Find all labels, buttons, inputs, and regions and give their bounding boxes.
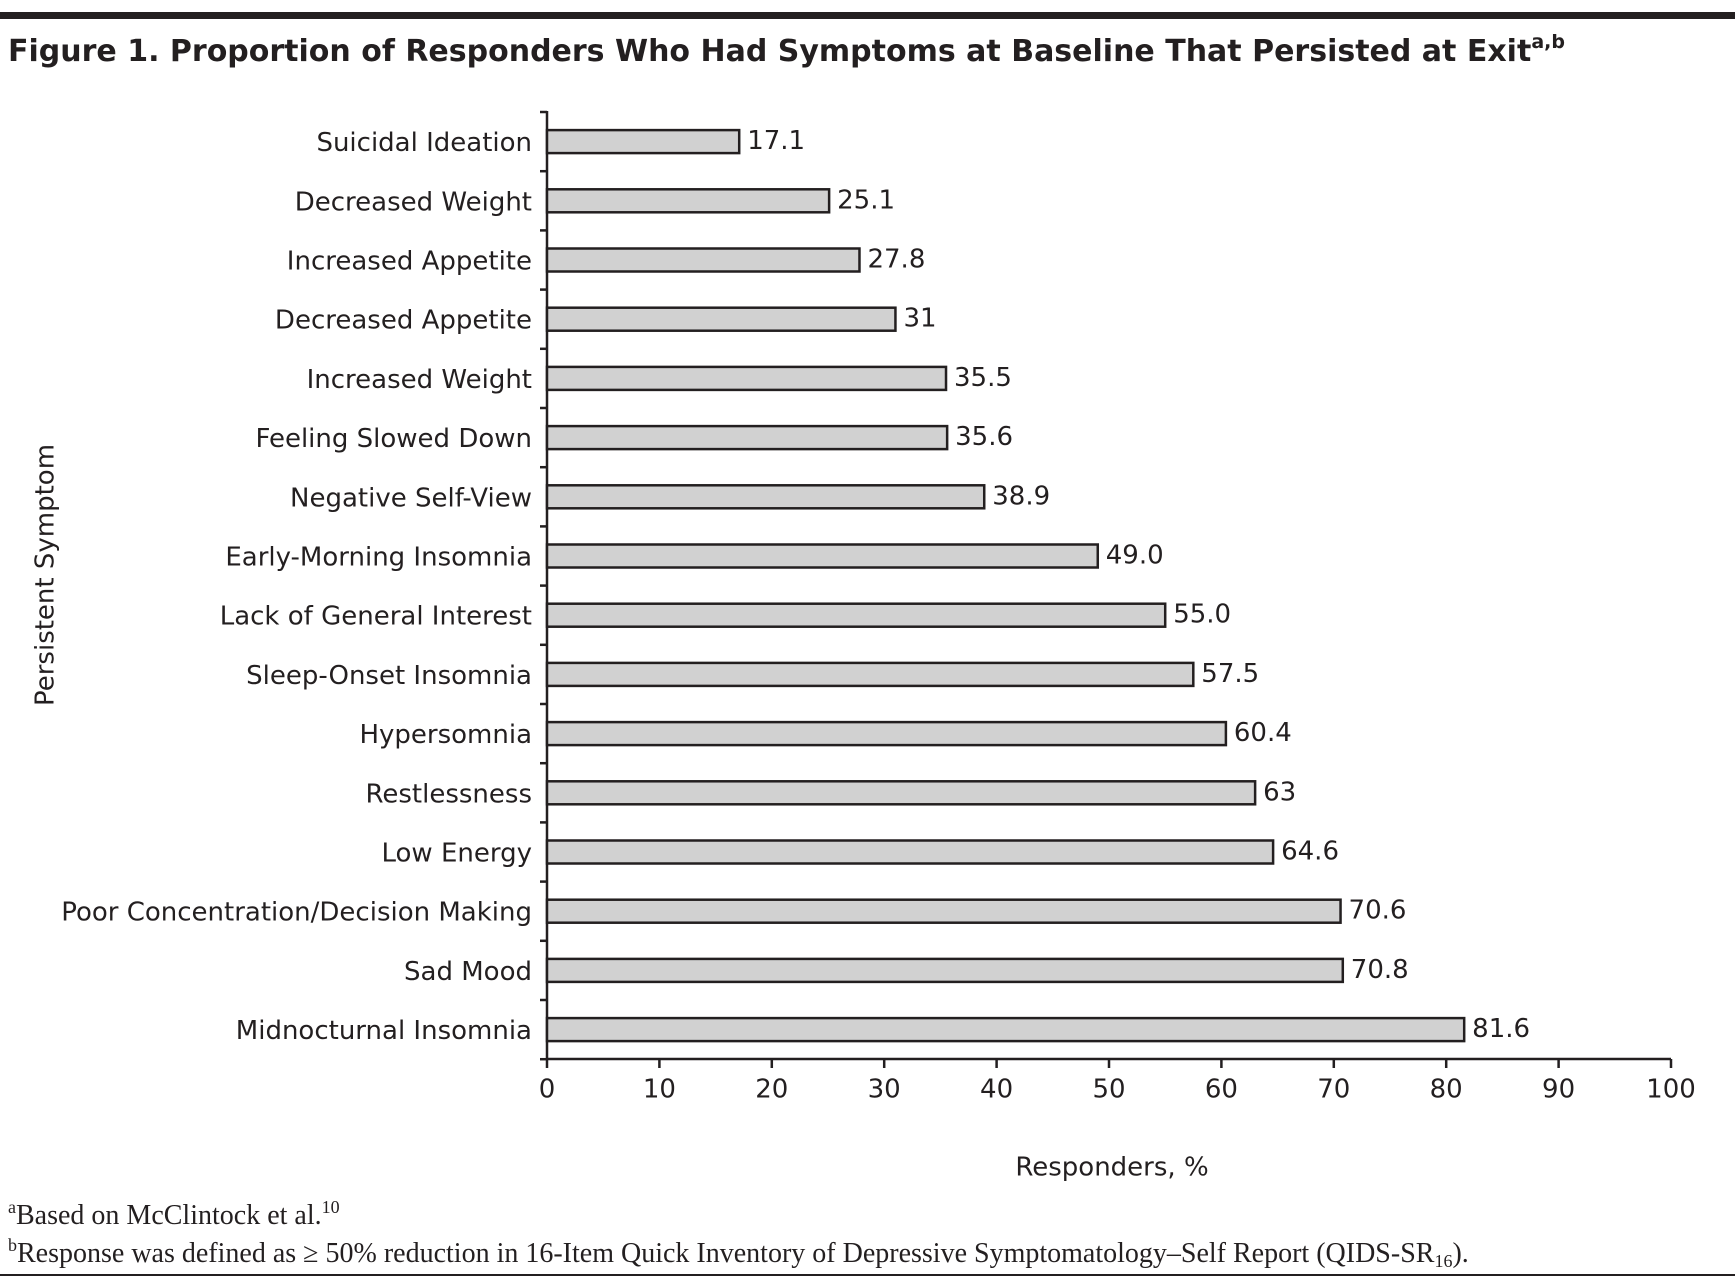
y-tick-label: Poor Concentration/Decision Making <box>61 898 532 928</box>
y-tick-label: Suicidal Ideation <box>316 128 532 158</box>
x-axis-label: Responders, % <box>1015 1153 1208 1183</box>
value-label: 49.0 <box>1106 541 1164 571</box>
y-tick-label: Hypersomnia <box>359 720 532 750</box>
bar <box>545 839 1275 865</box>
y-tick-label: Early-Morning Insomnia <box>225 543 532 573</box>
bar <box>545 898 1342 924</box>
footnote-ref: 10 <box>322 1197 340 1217</box>
y-tick-label: Increased Weight <box>307 365 532 395</box>
value-label: 35.6 <box>955 422 1013 452</box>
bar <box>545 1016 1466 1043</box>
value-label: 81.6 <box>1472 1014 1530 1044</box>
value-label: 27.8 <box>867 245 925 275</box>
bar <box>545 424 949 451</box>
x-tick-label: 70 <box>1317 1075 1350 1105</box>
footnote-text: ). <box>1452 1238 1468 1269</box>
bar <box>545 780 1257 806</box>
x-tick-label: 0 <box>539 1075 556 1105</box>
bar <box>545 602 1167 628</box>
top-rule <box>0 12 1735 19</box>
y-tick-label: Lack of General Interest <box>220 602 532 632</box>
bar <box>545 365 948 392</box>
value-label: 64.6 <box>1281 837 1339 867</box>
value-label: 70.8 <box>1351 955 1409 985</box>
bottom-rule <box>0 1274 1735 1276</box>
value-label: 25.1 <box>837 185 895 215</box>
y-tick-label: Midnocturnal Insomnia <box>236 1016 532 1046</box>
title-superscript: a,b <box>1531 31 1565 53</box>
x-tick-label: 100 <box>1646 1075 1696 1105</box>
y-tick-label: Restlessness <box>365 779 532 809</box>
y-tick-label: Decreased Weight <box>295 187 532 217</box>
value-label: 57.5 <box>1201 659 1259 689</box>
bar <box>545 128 741 155</box>
y-axis-label: Persistent Symptom <box>31 444 61 706</box>
bar <box>545 661 1195 688</box>
bar <box>545 188 831 214</box>
x-tick-label: 90 <box>1542 1075 1575 1105</box>
footnote-marker: b <box>8 1235 17 1255</box>
bar <box>545 543 1100 569</box>
value-label: 60.4 <box>1234 718 1292 748</box>
bar <box>545 720 1228 747</box>
bar <box>545 247 861 273</box>
x-tick-label: 30 <box>868 1075 901 1105</box>
y-tick-label: Decreased Appetite <box>275 306 532 336</box>
x-tick-label: 80 <box>1430 1075 1463 1105</box>
x-tick-label: 10 <box>643 1075 676 1105</box>
y-tick-label: Sad Mood <box>404 957 532 987</box>
footnote-text: Response was defined as ≥ 50% reduction … <box>17 1238 1435 1269</box>
value-label: 35.5 <box>954 363 1012 393</box>
footnote-marker: a <box>8 1197 16 1217</box>
chart-title: Figure 1. Proportion of Responders Who H… <box>8 31 1565 69</box>
title-text: Figure 1. Proportion of Responders Who H… <box>8 34 1531 69</box>
value-label: 31 <box>903 304 936 334</box>
bar <box>545 484 986 510</box>
footnote-sub: 16 <box>1434 1251 1452 1271</box>
y-tick-label: Increased Appetite <box>287 247 532 277</box>
y-tick-label: Sleep-Onset Insomnia <box>246 661 532 691</box>
bar <box>545 957 1345 984</box>
x-tick-label: 20 <box>755 1075 788 1105</box>
footnote: bResponse was defined as ≥ 50% reduction… <box>8 1235 1469 1271</box>
value-label: 17.1 <box>747 126 805 156</box>
y-tick-label: Negative Self-View <box>290 483 532 513</box>
y-tick-label: Feeling Slowed Down <box>255 424 532 454</box>
x-tick-label: 40 <box>980 1075 1013 1105</box>
footnote-text: Based on McClintock et al. <box>16 1200 322 1231</box>
value-label: 38.9 <box>992 481 1050 511</box>
value-label: 63 <box>1263 777 1296 807</box>
value-label: 55.0 <box>1173 600 1231 630</box>
footnote: aBased on McClintock et al.10 <box>8 1197 340 1231</box>
x-tick-label: 50 <box>1092 1075 1125 1105</box>
bar <box>545 306 897 332</box>
x-tick-label: 60 <box>1205 1075 1238 1105</box>
y-tick-label: Low Energy <box>382 839 533 869</box>
value-label: 70.6 <box>1349 896 1407 926</box>
